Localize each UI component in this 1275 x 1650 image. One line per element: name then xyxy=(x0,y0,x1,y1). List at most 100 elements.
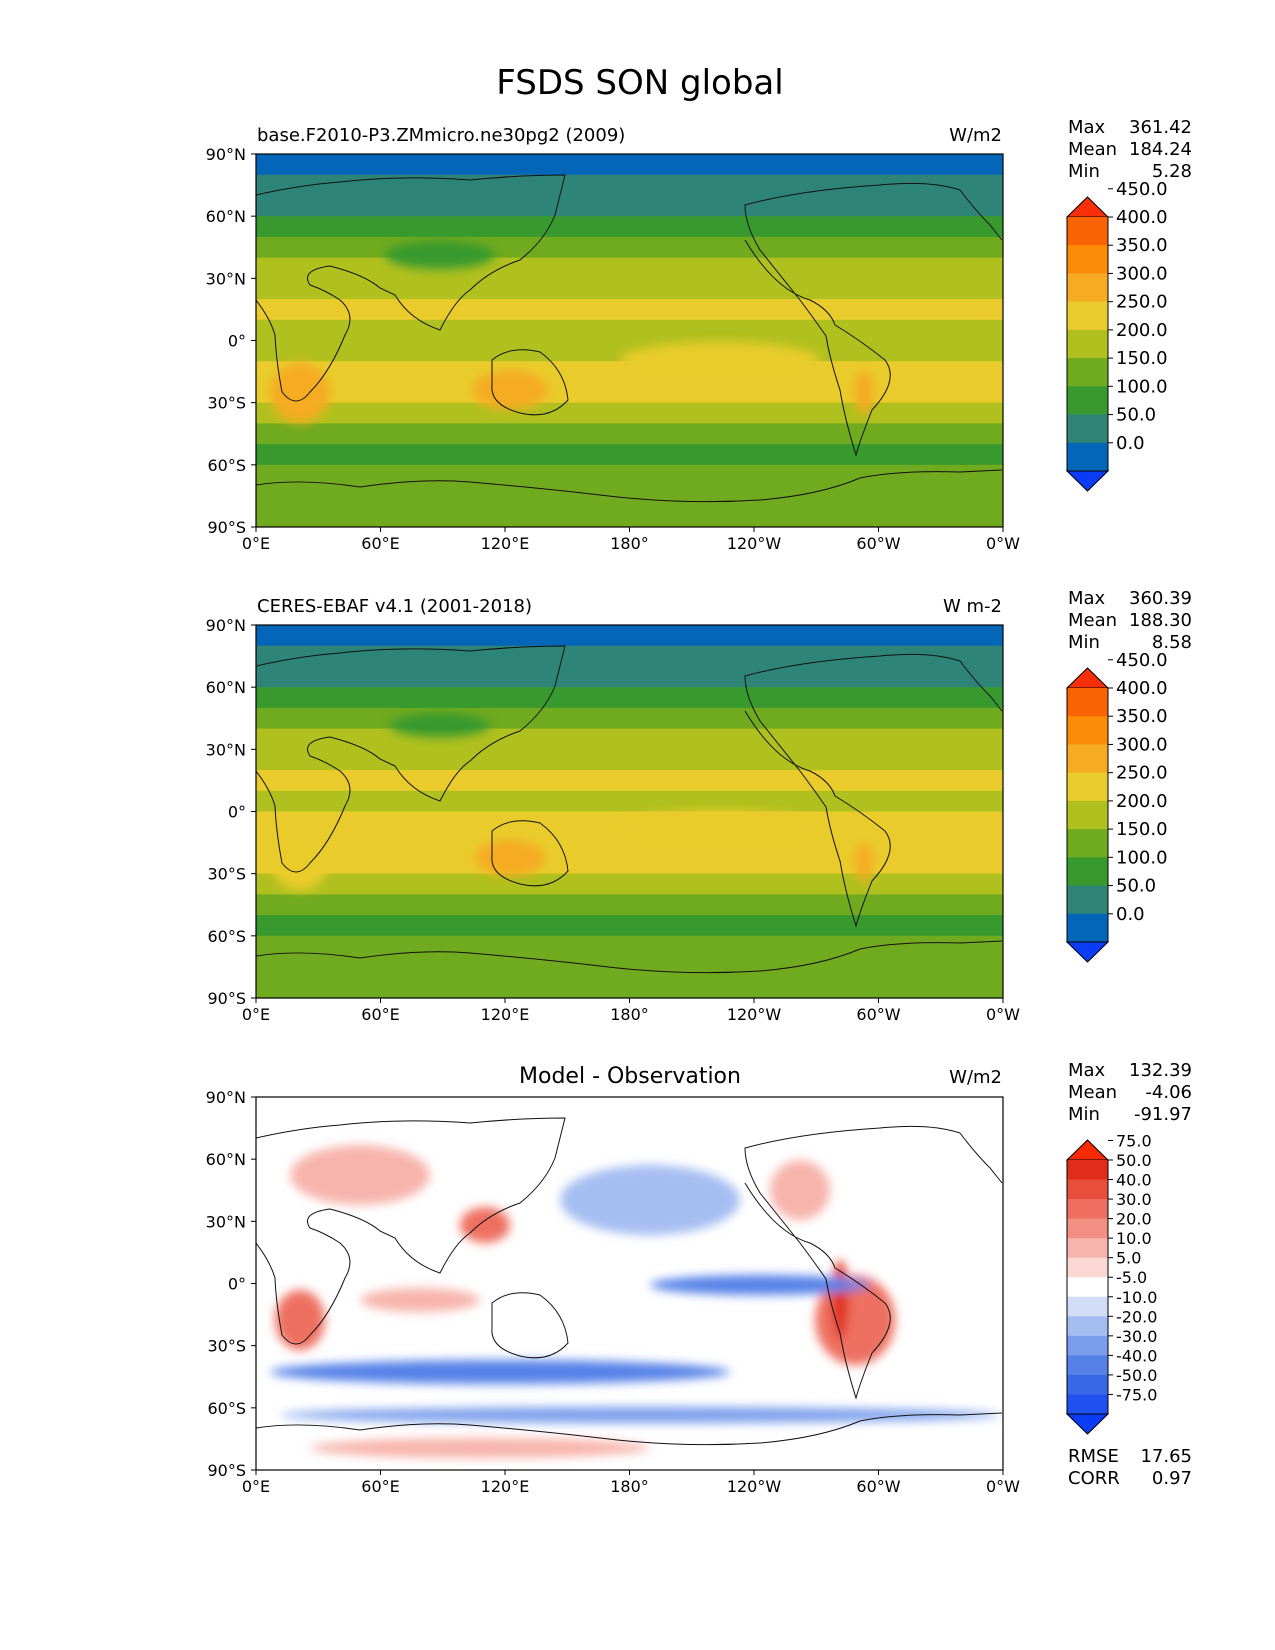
zonal-band xyxy=(256,299,1003,321)
colorbar-tick-label: 20.0 xyxy=(1116,1210,1152,1229)
extra-stat-value: 17.65 xyxy=(1140,1446,1192,1467)
colorbar-extend-max xyxy=(1065,1139,1110,1161)
y-tick-label: 30°S xyxy=(207,1337,246,1356)
coast-americas xyxy=(744,182,1003,457)
regional-features xyxy=(270,241,874,423)
stat-label: Min xyxy=(1068,632,1100,653)
colorbar-tick-label: 350.0 xyxy=(1116,235,1168,256)
zonal-band xyxy=(256,361,1003,383)
colorbar-outline xyxy=(1066,1160,1109,1414)
stat-value: -91.97 xyxy=(1134,1104,1192,1125)
panel-model: base.F2010-P3.ZMmicro.ne30pg2 (2009) W/m… xyxy=(206,117,1192,553)
x-axis: 0°E 60°E 120°E 180° 120°W 60°W 0°W xyxy=(242,1470,1020,1496)
y-tick-label: 60°S xyxy=(207,456,246,475)
colorbar-segment xyxy=(1067,1160,1108,1181)
colorbar-extend-max xyxy=(1065,196,1110,218)
x-tick-label: 60°E xyxy=(361,1477,399,1496)
colorbar-segment xyxy=(1067,273,1108,303)
colorbar-tick-label: 200.0 xyxy=(1116,320,1168,341)
zonal-band xyxy=(256,977,1003,998)
colorbar-tick-label: -5.0 xyxy=(1116,1268,1147,1287)
y-tick-label: 60°N xyxy=(206,1150,246,1169)
anomaly-patches xyxy=(270,1145,1000,1458)
zonal-band xyxy=(256,278,1003,300)
extra-stat-label: RMSE xyxy=(1068,1446,1119,1467)
zonal-band xyxy=(256,195,1003,217)
x-tick-label: 180° xyxy=(610,1005,649,1024)
stat-value: 5.28 xyxy=(1152,161,1192,182)
colorbar-segment xyxy=(1067,829,1108,858)
y-tick-label: 90°S xyxy=(207,518,246,537)
colorbar-segment xyxy=(1067,772,1108,802)
stat-label: Min xyxy=(1068,1104,1100,1125)
y-tick-label: 30°S xyxy=(207,865,246,884)
stat-label: Mean xyxy=(1068,610,1117,631)
zonal-band xyxy=(256,444,1003,466)
colorbar-segment xyxy=(1067,414,1108,444)
colorbar-segment xyxy=(1067,1335,1108,1356)
stat-value: 188.30 xyxy=(1129,610,1192,631)
colorbar-tick-label: 450.0 xyxy=(1116,179,1168,200)
zonal-band xyxy=(256,216,1003,238)
zonal-band xyxy=(256,174,1003,197)
stats-block: Max 360.39 Mean 188.30 Min 8.58 xyxy=(1068,588,1192,653)
coast-africa-eurasia xyxy=(256,1117,566,1345)
colorbar-segment xyxy=(1067,688,1108,717)
y-tick-label: 90°S xyxy=(207,1461,246,1480)
y-axis: 90°N 60°N 30°N 0° 30°S 60°S 90°S xyxy=(206,145,256,537)
y-axis: 90°N 60°N 30°N 0° 30°S 60°S 90°S xyxy=(206,1088,256,1480)
colorbar-tick-label: 100.0 xyxy=(1116,376,1168,397)
panel-title-center: Model - Observation xyxy=(519,1064,741,1089)
extra-stat-label: CORR xyxy=(1068,1468,1120,1489)
colorbar-segment xyxy=(1067,716,1108,745)
stat-value: 184.24 xyxy=(1129,139,1192,160)
feature-africa-south xyxy=(270,363,330,423)
x-tick-label: 120°W xyxy=(727,1005,782,1024)
colorbar-segment xyxy=(1067,1277,1108,1298)
coast-australia xyxy=(491,349,569,416)
y-tick-label: 60°N xyxy=(206,678,246,697)
zonal-bands xyxy=(256,625,1003,998)
x-axis: 0°E 60°E 120°E 180° 120°W 60°W 0°W xyxy=(242,527,1020,553)
x-tick-label: 120°E xyxy=(481,1005,530,1024)
x-tick-label: 120°W xyxy=(727,534,782,553)
colorbar-tick-label: 250.0 xyxy=(1116,292,1168,313)
x-tick-label: 180° xyxy=(610,1477,649,1496)
anomaly-indian-ocean xyxy=(360,1288,480,1312)
y-tick-label: 0° xyxy=(228,1275,246,1294)
colorbar: 0.0 50.0 100.0 150.0 200.0 250.0 300.0 350.0 400… xyxy=(1065,179,1168,492)
panel-units: W m-2 xyxy=(943,596,1002,617)
anomaly-pacific-north xyxy=(560,1165,740,1235)
x-tick-label: 0°W xyxy=(986,1477,1020,1496)
colorbar-tick-label: 350.0 xyxy=(1116,706,1168,727)
zonal-band xyxy=(256,625,1003,647)
anomaly-north-america xyxy=(770,1160,830,1220)
zonal-band xyxy=(256,894,1003,916)
colorbar-tick-label: 250.0 xyxy=(1116,763,1168,784)
colorbar-tick-label: -30.0 xyxy=(1116,1327,1157,1346)
stat-value: 8.58 xyxy=(1152,632,1192,653)
map-area xyxy=(256,1097,1003,1470)
stat-value: 361.42 xyxy=(1129,117,1192,138)
zonal-band xyxy=(256,381,1003,404)
zonal-band xyxy=(256,402,1003,424)
map-area xyxy=(256,154,1003,527)
stats-block: Max 361.42 Mean 184.24 Min 5.28 xyxy=(1068,117,1192,182)
x-tick-label: 60°E xyxy=(361,1005,399,1024)
stat-label: Max xyxy=(1068,117,1106,138)
y-tick-label: 90°N xyxy=(206,145,246,164)
coast-antarctica xyxy=(256,940,1003,974)
coast-antarctica xyxy=(256,1412,1003,1446)
colorbar-tick-label: -50.0 xyxy=(1116,1366,1157,1385)
zonal-band xyxy=(256,236,1003,259)
colorbar-segment xyxy=(1067,1374,1108,1395)
coast-antarctica xyxy=(256,469,1003,503)
colorbar-tick-label: 40.0 xyxy=(1116,1171,1152,1190)
zonal-band xyxy=(256,319,1003,342)
colorbar: 0.0 50.0 100.0 150.0 200.0 250.0 300.0 350.0 400… xyxy=(1065,650,1168,963)
colorbar-tick-label: 50.0 xyxy=(1116,405,1156,426)
feature-australia xyxy=(472,370,548,410)
colorbar: -75.0-50.0-40.0-30.0-20.0-10.0-5.05.010.… xyxy=(1065,1131,1157,1435)
y-tick-label: 60°N xyxy=(206,207,246,226)
colorbar-tick-label: 400.0 xyxy=(1116,678,1168,699)
